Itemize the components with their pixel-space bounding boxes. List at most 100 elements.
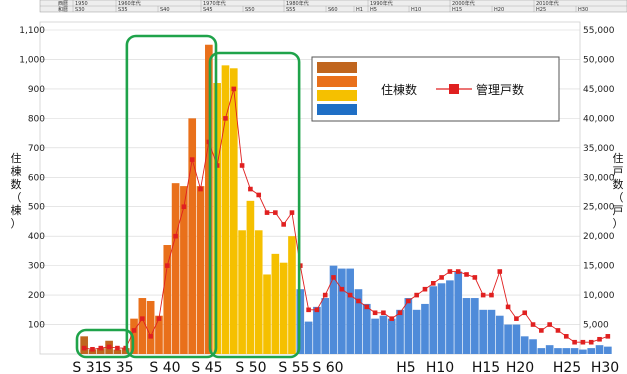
legend-swatch (317, 62, 357, 73)
line-point (489, 292, 494, 298)
x-tick-label: S 31 (72, 360, 103, 374)
y-left-tick-label: 300 (28, 262, 45, 272)
x-tick-label: S 60 (312, 360, 343, 374)
y-left-tick-label: 600 (28, 173, 45, 183)
bar (529, 339, 537, 354)
line-point (605, 334, 611, 339)
bar (412, 309, 421, 354)
right-axis-title: 住戸数（戸） (613, 151, 624, 230)
bar (146, 300, 155, 354)
bar (487, 309, 496, 354)
highlight-box (208, 51, 301, 359)
bar (362, 303, 371, 354)
x-tick-label: S 35 (102, 360, 133, 374)
y-right-title-char: 戸 (613, 165, 624, 178)
units-line (84, 88, 608, 350)
header-era-mark: S40 (160, 7, 170, 13)
line-point (464, 272, 469, 277)
bar (421, 303, 429, 354)
line-point (381, 310, 386, 316)
y-right-tick-label: 50,000 (583, 55, 615, 65)
header-decade: 1970年代 (203, 0, 226, 7)
y-left-title-char: （ (11, 191, 22, 204)
y-right-tick-label: 15,000 (583, 262, 615, 272)
bar (263, 274, 271, 354)
y-right-tick-label: 5,000 (583, 321, 609, 331)
bar (163, 245, 172, 354)
bar (446, 280, 454, 354)
line-point (530, 322, 536, 327)
bar (396, 309, 404, 354)
header-era-mark: H1 (356, 7, 363, 13)
line-point (140, 316, 145, 321)
legend-swatch (317, 104, 357, 115)
y-left-tick-label: 500 (28, 203, 45, 213)
line-point (90, 346, 95, 352)
bar (354, 289, 363, 354)
x-tick-label: H25 (553, 360, 581, 374)
bar (570, 348, 579, 354)
y-right-title-char: 住 (613, 151, 624, 165)
left-axis-ticks: 1,100 1,000 900 800 700 600 500 400 300 200 100 (19, 26, 45, 331)
bar (604, 346, 612, 354)
line-point (131, 328, 137, 333)
legend-swatch (317, 90, 357, 101)
bar (587, 348, 596, 354)
y-left-title-char: 住 (11, 151, 22, 165)
legend: 住棟数 管理戸数 (311, 56, 560, 122)
bar (171, 183, 180, 354)
y-left-title-char: 棟 (11, 203, 22, 217)
line-point (497, 269, 503, 274)
line-point (306, 307, 311, 313)
line-point (522, 310, 528, 316)
bar (537, 348, 546, 354)
line-point (164, 263, 170, 268)
x-tick-label: H30 (591, 360, 619, 374)
y-right-tick-label: 25,000 (583, 203, 615, 213)
line-point (256, 192, 262, 198)
bar (454, 271, 463, 354)
x-axis-ticks: S 31S 35 S 40 S 45 S 50 S 55 S 60 H5 H10 H15 H20 H… (72, 360, 619, 374)
header-era-mark: H15 (452, 7, 462, 13)
bar (579, 349, 587, 354)
line-point (98, 345, 104, 351)
y-right-tick-label: 55,000 (583, 26, 615, 36)
bar (80, 336, 88, 354)
line-point (514, 316, 519, 321)
line-point (314, 307, 320, 313)
header-decade: 1990年代 (370, 0, 393, 7)
line-point (189, 157, 195, 162)
line-point (555, 328, 561, 333)
highlight-box (75, 328, 135, 359)
x-tick-label: H15 (472, 360, 500, 374)
bar (238, 230, 246, 354)
header-decade: 1980年代 (286, 0, 309, 7)
line-point (331, 275, 336, 280)
line-point (414, 292, 419, 298)
y-right-tick-label: 45,000 (583, 85, 615, 95)
line-point (281, 222, 286, 227)
bar (271, 253, 280, 354)
bar (304, 321, 313, 354)
y-left-tick-label: 400 (28, 232, 45, 242)
line-point (547, 322, 552, 327)
bar (545, 345, 554, 354)
x-tick-label: H5 (396, 360, 415, 374)
line-point (572, 339, 577, 345)
header-era-mark: H5 (370, 7, 377, 13)
y-left-tick-label: 800 (28, 114, 45, 124)
bar (279, 262, 288, 354)
highlight-boxes (75, 34, 301, 359)
header-era-mark: S30 (75, 7, 85, 13)
y-right-tick-label: 40,000 (583, 114, 615, 124)
header-row1-label: 西暦 (58, 1, 68, 7)
x-tick-label: S 45 (191, 360, 222, 374)
header-era-mark: S50 (245, 7, 255, 13)
bar (138, 298, 147, 354)
y-left-tick-label: 700 (28, 144, 45, 154)
line-point (322, 292, 328, 298)
bar (96, 348, 105, 354)
bar (429, 286, 438, 354)
line-point (115, 345, 120, 351)
